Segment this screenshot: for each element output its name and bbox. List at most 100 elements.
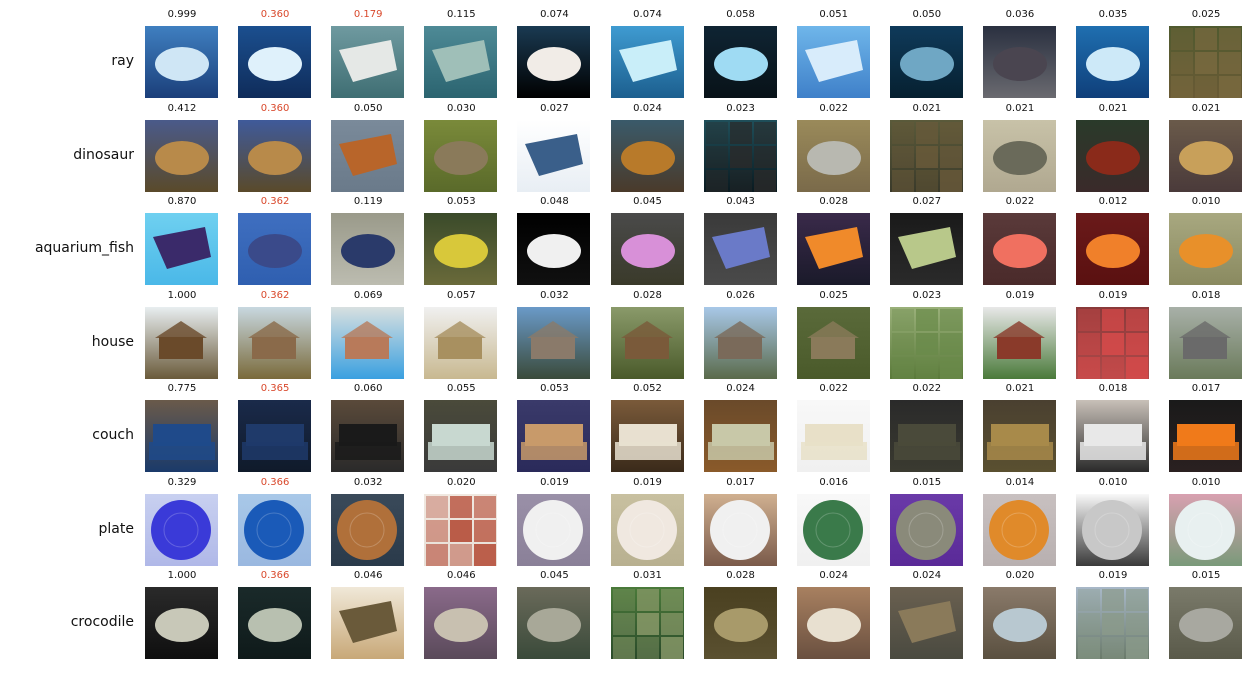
result-thumbnail bbox=[982, 26, 1056, 98]
score-label: 0.024 bbox=[726, 383, 755, 394]
score-label: 0.021 bbox=[1005, 102, 1035, 114]
result-thumbnail bbox=[703, 119, 777, 192]
score-label: 0.052 bbox=[633, 383, 662, 394]
score-label: 1.000 bbox=[167, 289, 197, 301]
result-thumbnail bbox=[1169, 306, 1243, 379]
score-label: 0.360 bbox=[260, 102, 290, 114]
result-thumbnail bbox=[796, 587, 870, 659]
result-thumbnail bbox=[1169, 587, 1243, 659]
score-label: 0.870 bbox=[167, 196, 197, 207]
score-label: 0.019 bbox=[540, 476, 569, 488]
result-thumbnail bbox=[238, 587, 312, 659]
result-thumbnail bbox=[424, 119, 498, 192]
result-thumbnail bbox=[424, 306, 498, 379]
score-label: 0.028 bbox=[819, 196, 848, 207]
score-label: 0.366 bbox=[260, 476, 290, 488]
score-label: 0.179 bbox=[353, 9, 383, 20]
score-label: 0.032 bbox=[540, 289, 569, 301]
score-label: 0.069 bbox=[353, 289, 383, 301]
result-thumbnail bbox=[982, 213, 1056, 285]
score-label: 0.060 bbox=[353, 383, 383, 394]
result-thumbnail bbox=[517, 26, 591, 98]
score-label: 0.020 bbox=[1005, 570, 1035, 581]
score-label: 0.074 bbox=[633, 9, 662, 20]
result-thumbnail bbox=[331, 306, 405, 379]
result-thumbnail bbox=[331, 119, 405, 192]
result-thumbnail bbox=[1076, 213, 1149, 285]
result-thumbnail bbox=[1169, 400, 1243, 472]
result-thumbnail bbox=[424, 26, 498, 98]
score-label: 0.023 bbox=[726, 102, 755, 114]
score-label: 0.119 bbox=[353, 196, 383, 207]
score-label: 0.018 bbox=[1191, 289, 1221, 301]
score-label: 0.022 bbox=[1005, 196, 1035, 207]
score-label: 0.115 bbox=[446, 9, 476, 20]
result-thumbnail bbox=[145, 119, 218, 192]
result-thumbnail bbox=[424, 587, 498, 659]
result-thumbnail bbox=[610, 587, 684, 659]
result-thumbnail bbox=[889, 306, 963, 379]
result-thumbnail bbox=[796, 493, 870, 566]
result-thumbnail bbox=[610, 493, 684, 566]
score-label: 0.027 bbox=[912, 196, 942, 207]
result-thumbnail bbox=[982, 400, 1056, 472]
result-thumbnail bbox=[517, 119, 591, 192]
score-label: 0.025 bbox=[1191, 9, 1221, 20]
score-label: 0.010 bbox=[1191, 476, 1221, 488]
score-label: 0.775 bbox=[167, 383, 197, 394]
result-thumbnail bbox=[238, 213, 312, 285]
score-label: 0.018 bbox=[1098, 383, 1128, 394]
result-thumbnail bbox=[1076, 587, 1149, 659]
score-label: 0.074 bbox=[540, 9, 569, 20]
row-label-couch: couch bbox=[92, 427, 134, 443]
score-label: 0.014 bbox=[1005, 476, 1035, 488]
score-label: 0.022 bbox=[819, 102, 848, 114]
row-label-plate: plate bbox=[98, 520, 134, 537]
result-thumbnail bbox=[703, 306, 777, 379]
score-label: 0.051 bbox=[819, 9, 848, 20]
score-label: 0.050 bbox=[353, 102, 383, 114]
result-thumbnail bbox=[610, 119, 684, 192]
result-thumbnail bbox=[1169, 493, 1243, 566]
result-thumbnail bbox=[517, 493, 591, 566]
score-label: 0.026 bbox=[726, 289, 755, 301]
result-thumbnail bbox=[1169, 119, 1243, 192]
result-thumbnail bbox=[145, 493, 218, 566]
result-thumbnail bbox=[331, 213, 405, 285]
result-thumbnail bbox=[424, 213, 498, 285]
score-label: 0.046 bbox=[446, 570, 476, 581]
score-label: 0.020 bbox=[446, 476, 476, 488]
result-thumbnail bbox=[331, 587, 405, 659]
score-label: 0.360 bbox=[260, 9, 290, 20]
score-label: 0.365 bbox=[260, 383, 290, 394]
score-label: 0.017 bbox=[1191, 383, 1221, 394]
result-thumbnail bbox=[889, 400, 963, 472]
score-label: 0.028 bbox=[726, 570, 755, 581]
result-thumbnail bbox=[889, 587, 963, 659]
result-thumbnail bbox=[796, 26, 870, 98]
row-label-ray: ray bbox=[111, 53, 134, 69]
score-label: 0.036 bbox=[1005, 9, 1035, 20]
score-label: 0.019 bbox=[1005, 289, 1035, 301]
score-label: 0.055 bbox=[446, 383, 476, 394]
result-thumbnail bbox=[889, 213, 963, 285]
result-thumbnail bbox=[982, 306, 1056, 379]
score-label: 0.024 bbox=[633, 102, 662, 114]
result-thumbnail bbox=[1076, 400, 1149, 472]
score-label: 0.035 bbox=[1098, 9, 1128, 20]
score-label: 0.012 bbox=[1098, 196, 1128, 207]
score-label: 0.048 bbox=[540, 196, 569, 207]
result-thumbnail bbox=[796, 400, 870, 472]
result-thumbnail bbox=[889, 493, 963, 566]
score-label: 0.030 bbox=[446, 102, 476, 114]
result-thumbnail bbox=[610, 400, 684, 472]
score-label: 0.022 bbox=[819, 383, 848, 394]
score-label: 1.000 bbox=[167, 570, 197, 581]
score-label: 0.032 bbox=[353, 476, 383, 488]
result-thumbnail bbox=[1076, 26, 1149, 98]
result-thumbnail bbox=[331, 26, 405, 98]
result-thumbnail bbox=[982, 119, 1056, 192]
result-thumbnail bbox=[1169, 213, 1243, 285]
result-thumbnail bbox=[982, 587, 1056, 659]
score-label: 0.053 bbox=[540, 383, 569, 394]
